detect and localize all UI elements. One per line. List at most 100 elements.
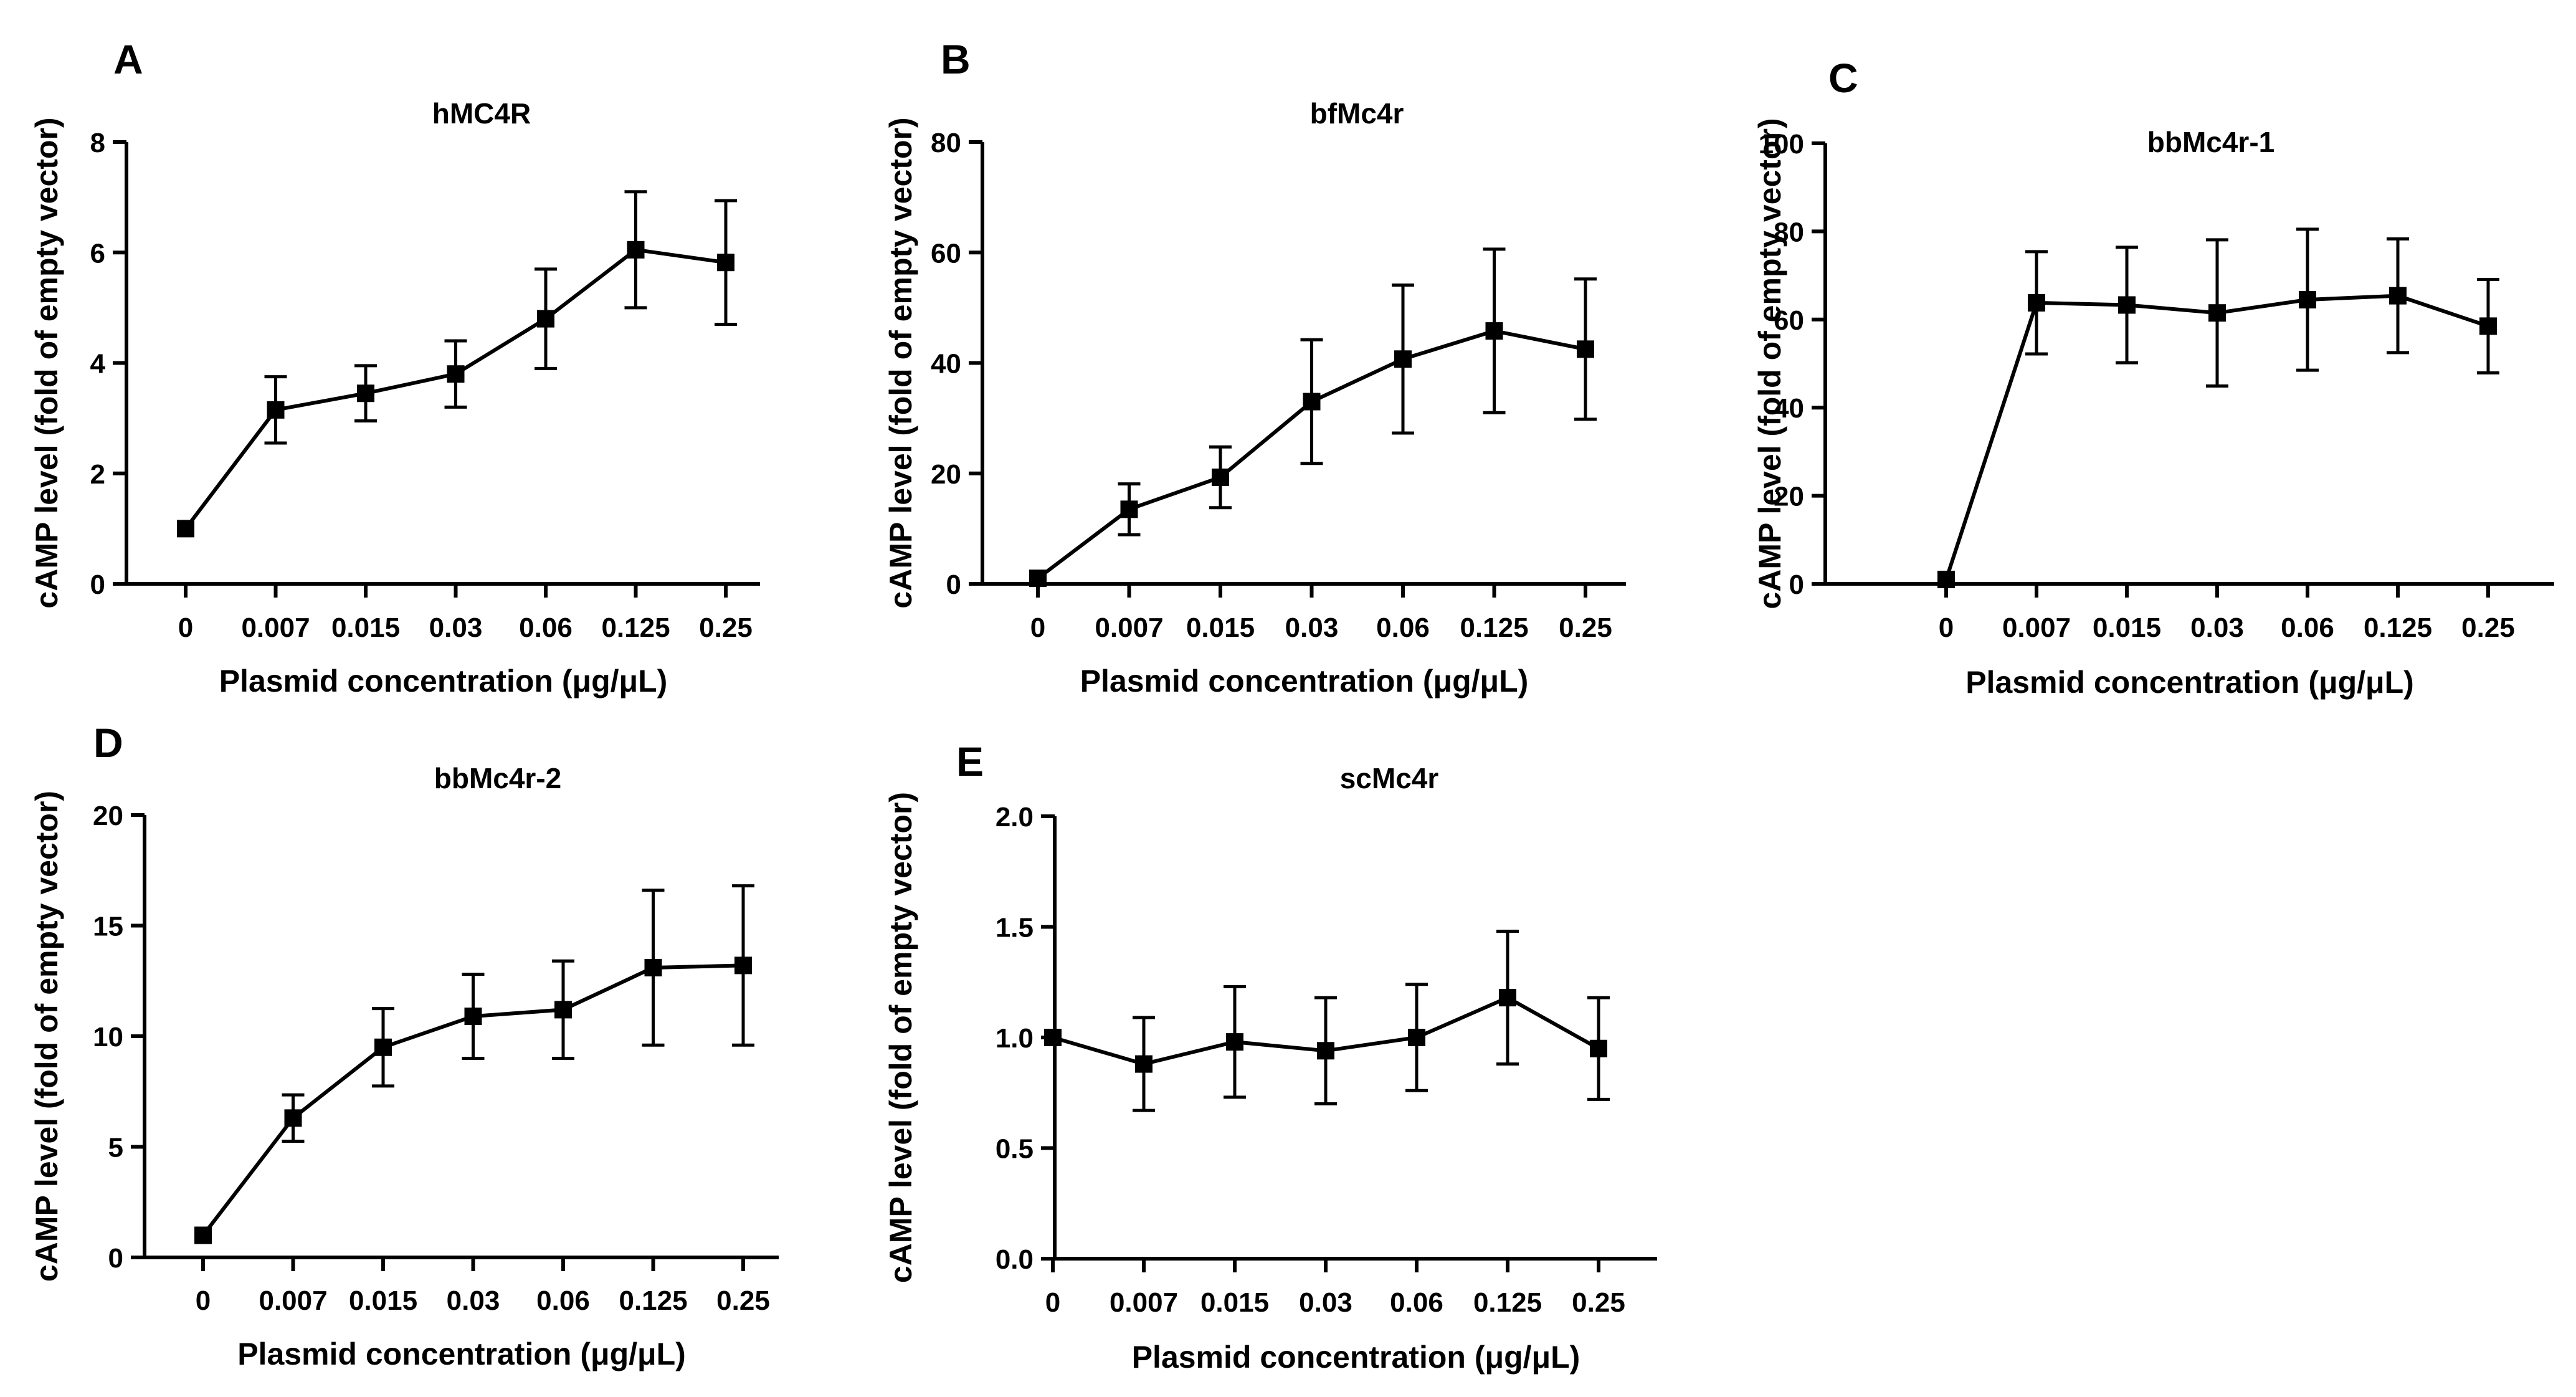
x-tick-label: 0.03 (429, 613, 483, 643)
y-tick-label: 8 (90, 128, 105, 158)
data-point (717, 254, 734, 272)
y-tick-label: 1.0 (996, 1023, 1034, 1054)
data-point (2389, 287, 2407, 305)
chart-title: hMC4R (432, 97, 531, 130)
x-tick-label: 0.015 (1186, 613, 1255, 643)
x-tick-label: 0.125 (1460, 613, 1528, 643)
data-point (1485, 322, 1503, 340)
panel-letter: E (956, 738, 984, 784)
panel-letter: B (941, 36, 971, 82)
x-tick-label: 0 (1045, 1287, 1060, 1318)
y-tick-label: 80 (1774, 217, 1804, 247)
data-point (1317, 1042, 1334, 1060)
y-tick-label: 5 (108, 1133, 123, 1163)
data-point (357, 384, 374, 403)
data-point (1212, 468, 1229, 486)
x-tick-label: 0.03 (2190, 613, 2244, 643)
x-tick-label: 0.125 (619, 1285, 687, 1316)
y-tick-label: 0 (946, 570, 961, 600)
x-tick-label: 0.125 (2364, 613, 2432, 643)
data-point (267, 401, 285, 419)
x-axis-title: Plasmid concentration (μg/μL) (237, 1337, 686, 1371)
y-tick-label: 100 (1759, 129, 1804, 160)
y-tick-label: 20 (1774, 482, 1804, 512)
x-tick-label: 0.125 (601, 613, 670, 643)
x-tick-label: 0.06 (1376, 613, 1430, 643)
x-axis-title: Plasmid concentration (μg/μL) (1080, 664, 1529, 698)
y-axis-title: cAMP level (fold of empty vector) (883, 117, 918, 608)
data-point (1303, 393, 1321, 411)
x-tick-label: 0.015 (2093, 613, 2161, 643)
x-tick-label: 0.03 (447, 1285, 500, 1316)
x-tick-label: 0.015 (349, 1285, 417, 1316)
y-tick-label: 20 (93, 801, 123, 831)
data-point (554, 1001, 572, 1019)
data-point (1499, 989, 1516, 1007)
data-point (447, 365, 465, 383)
y-tick-label: 4 (90, 349, 106, 379)
y-axis-title: cAMP level (fold of empty vector) (29, 791, 64, 1282)
x-tick-label: 0.007 (259, 1285, 327, 1316)
y-tick-label: 60 (931, 238, 961, 269)
chart-title: bbMc4r-2 (434, 762, 561, 794)
y-tick-label: 40 (931, 349, 961, 379)
x-tick-label: 0.03 (1285, 613, 1339, 643)
x-tick-label: 0.25 (1559, 613, 1612, 643)
data-point (537, 310, 554, 328)
y-tick-label: 0 (1789, 570, 1804, 600)
x-axis-title: Plasmid concentration (μg/μL) (219, 664, 668, 698)
y-tick-label: 20 (931, 459, 961, 490)
x-axis-title: Plasmid concentration (μg/μL) (1965, 665, 2414, 700)
chart-title: scMc4r (1340, 762, 1439, 794)
y-axis-title: cAMP level (fold of empty vector) (1752, 118, 1787, 609)
panel-letter: D (93, 720, 123, 766)
data-point (1135, 1055, 1153, 1073)
y-tick-label: 10 (93, 1022, 123, 1052)
x-tick-label: 0.007 (2002, 613, 2071, 643)
data-point (1029, 570, 1047, 588)
data-point (1408, 1029, 1425, 1046)
x-tick-label: 0 (178, 613, 193, 643)
data-point (1120, 500, 1138, 518)
data-point (1937, 570, 1955, 588)
y-tick-label: 0.5 (996, 1134, 1034, 1165)
y-tick-label: 0.0 (996, 1244, 1034, 1275)
x-tick-label: 0 (196, 1285, 211, 1316)
data-point (2028, 293, 2045, 312)
data-point (284, 1109, 302, 1127)
y-tick-label: 0 (90, 570, 105, 600)
x-tick-label: 0.25 (2461, 613, 2515, 643)
data-point (2208, 304, 2226, 322)
y-tick-label: 60 (1774, 305, 1804, 336)
data-point (177, 520, 194, 538)
y-axis-title: cAMP level (fold of empty vector) (29, 117, 64, 608)
y-tick-label: 2 (90, 459, 105, 490)
data-point (194, 1226, 212, 1244)
x-tick-label: 0.25 (699, 613, 753, 643)
y-tick-label: 0 (108, 1243, 123, 1274)
x-tick-label: 0.06 (519, 613, 573, 643)
x-axis-title: Plasmid concentration (μg/μL) (1132, 1340, 1580, 1375)
y-tick-label: 80 (931, 128, 961, 158)
x-tick-label: 0.125 (1473, 1287, 1542, 1318)
panel-letter: C (1828, 55, 1858, 101)
y-axis-title: cAMP level (fold of empty vector) (883, 792, 918, 1283)
chart-title: bbMc4r-1 (2147, 126, 2274, 158)
x-tick-label: 0 (1030, 613, 1045, 643)
data-point (1044, 1029, 1062, 1046)
data-point (1226, 1033, 1243, 1051)
x-tick-label: 0.03 (1299, 1287, 1352, 1318)
data-point (734, 956, 752, 975)
panel-letter: A (113, 36, 143, 82)
x-tick-label: 0.25 (716, 1285, 770, 1316)
x-tick-label: 0 (1939, 613, 1954, 643)
x-tick-label: 0.25 (1572, 1287, 1625, 1318)
data-point (1590, 1039, 1607, 1057)
y-tick-label: 1.5 (996, 913, 1034, 943)
data-point (2479, 317, 2497, 335)
x-tick-label: 0.007 (1110, 1287, 1178, 1318)
data-point (2118, 296, 2136, 314)
